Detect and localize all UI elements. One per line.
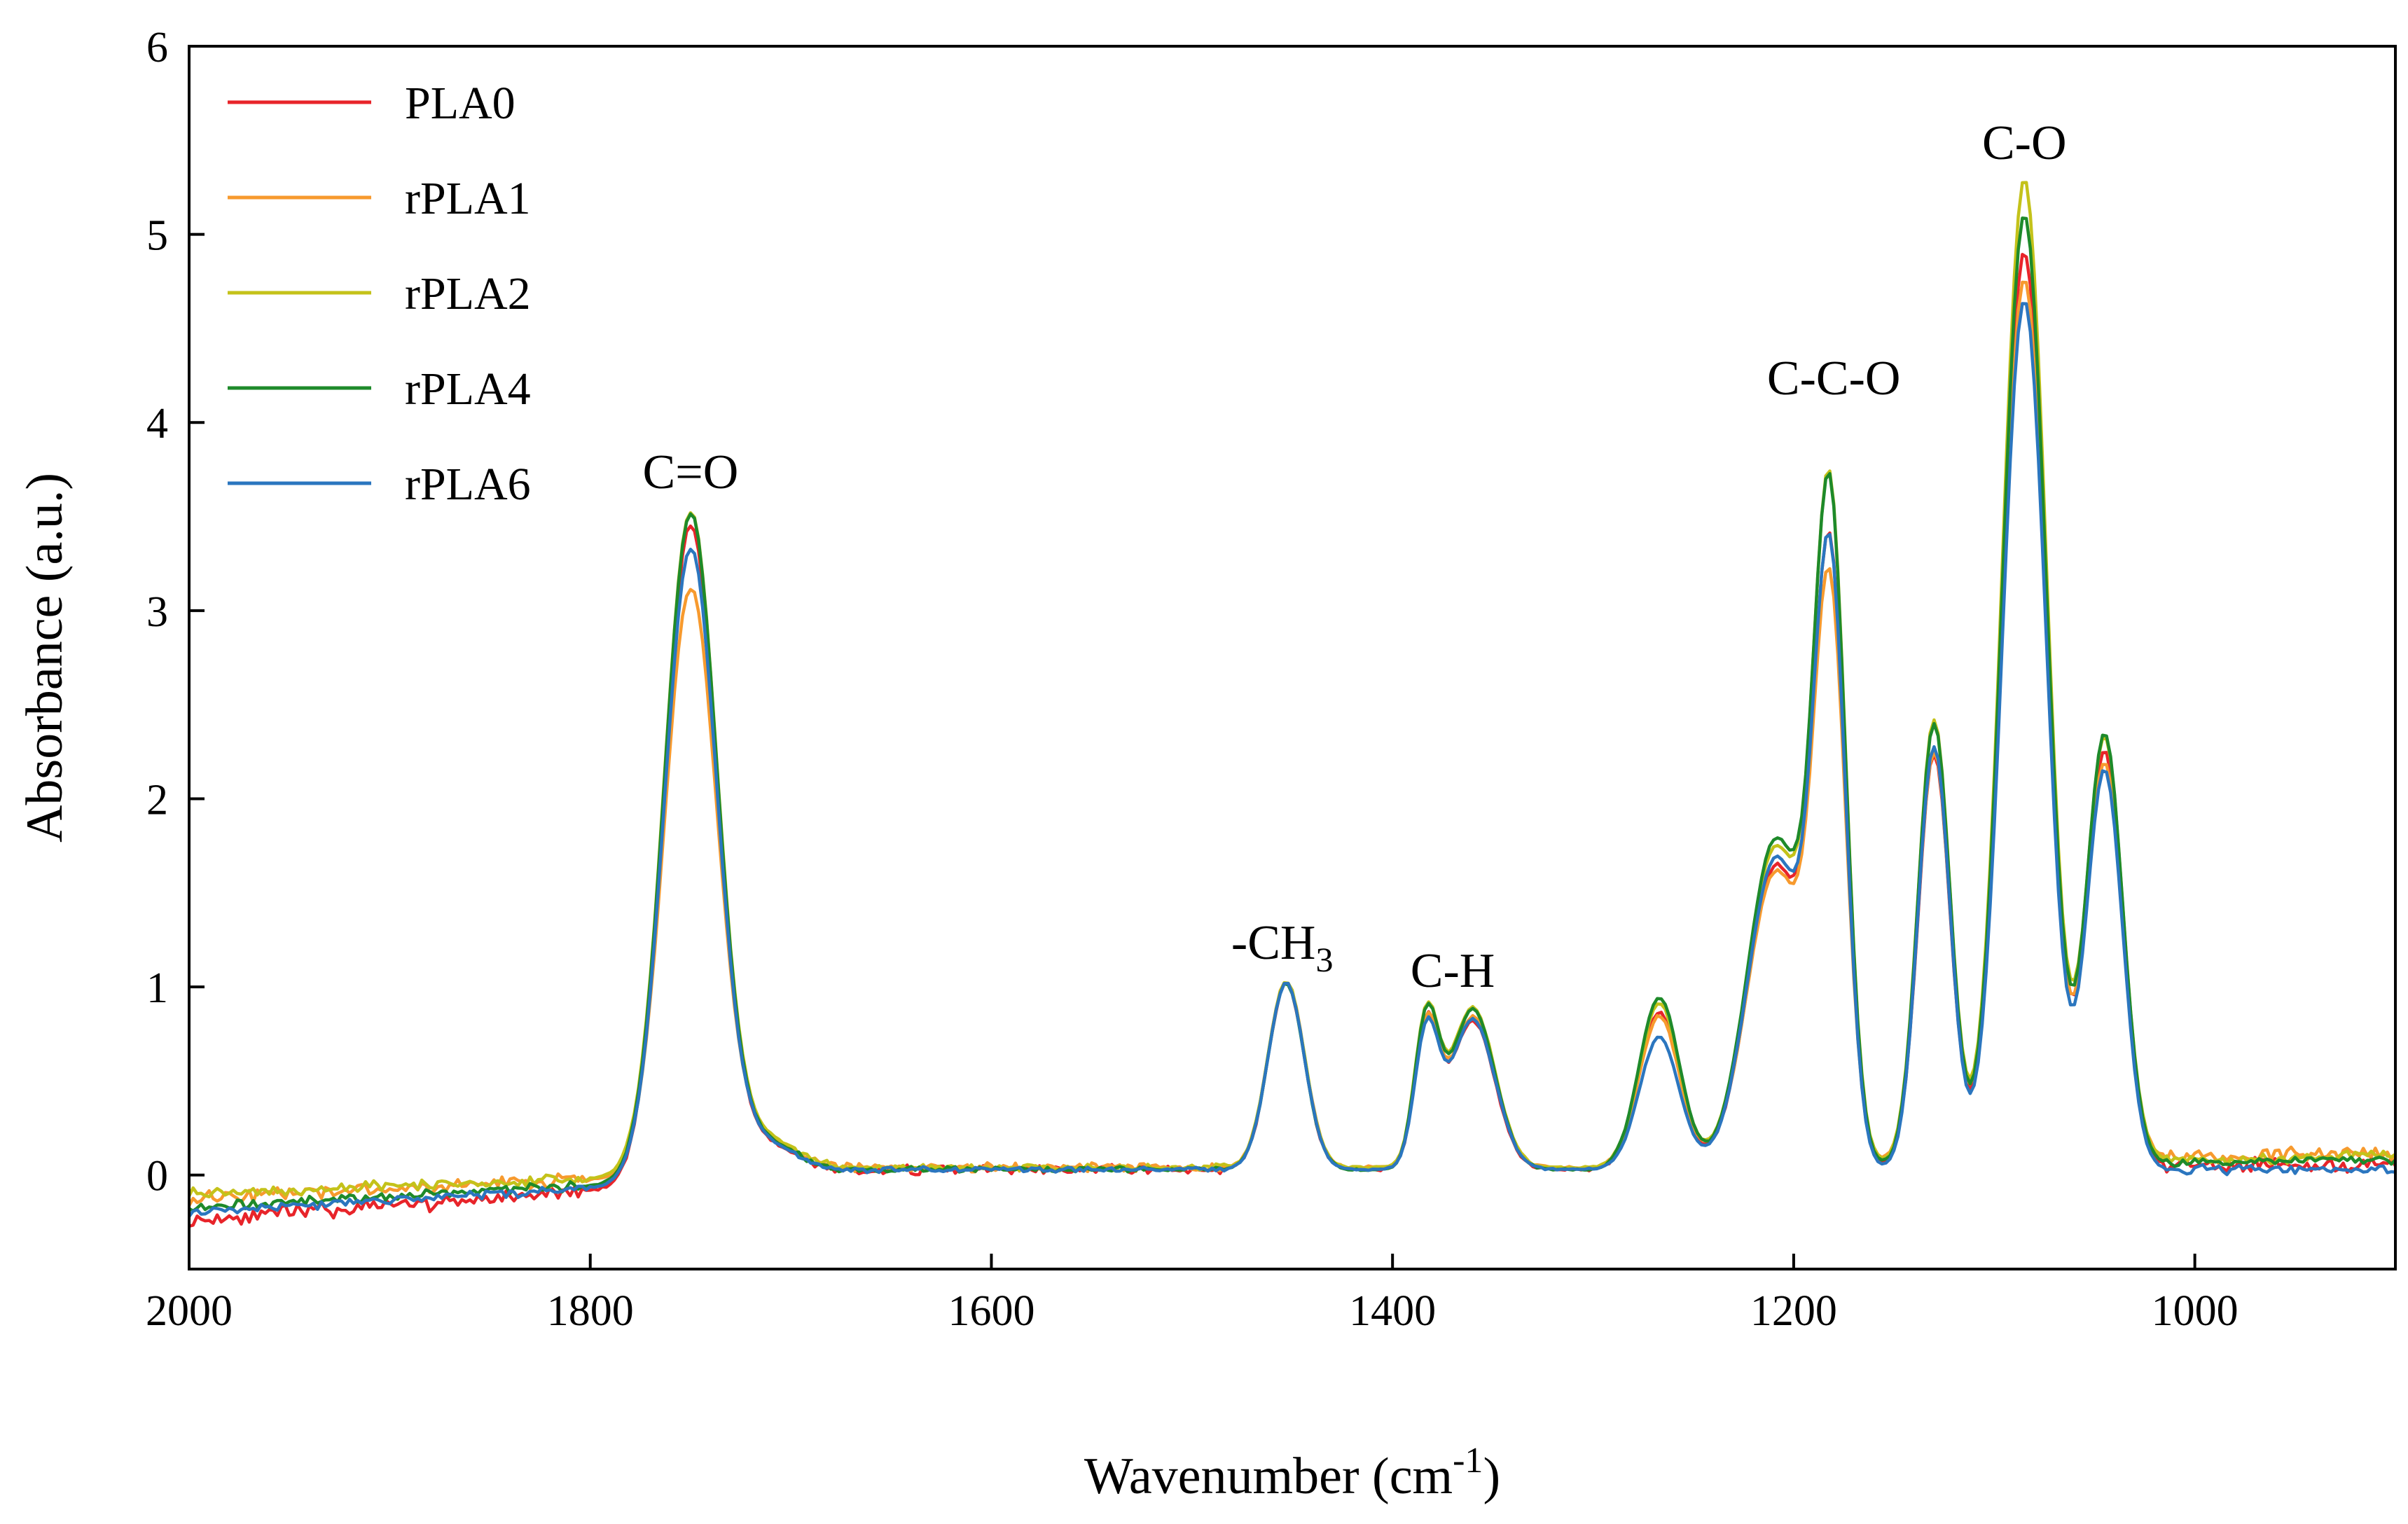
- x-tick-label: 1200: [1750, 1287, 1837, 1335]
- x-tick-label: 1800: [547, 1287, 634, 1335]
- y-tick-label: 4: [146, 400, 168, 448]
- y-tick-label: 2: [146, 776, 168, 824]
- x-axis-title-main: Wavenumber (cm: [1084, 1448, 1453, 1505]
- y-tick-label: 1: [146, 964, 168, 1012]
- y-tick-label: 6: [146, 24, 168, 71]
- peak-annotation: C-H: [1411, 944, 1495, 998]
- y-axis-title: Absorbance (a.u.): [16, 473, 74, 843]
- x-axis-title-end: ): [1483, 1448, 1500, 1505]
- series-line-rpla6: [189, 302, 2395, 1218]
- x-tick-label: 1400: [1349, 1287, 1436, 1335]
- series-layer: [189, 181, 2395, 1228]
- legend-label-rpla2: rPLA2: [405, 268, 531, 319]
- y-tick-label: 3: [146, 588, 168, 636]
- y-tick-label: 5: [146, 212, 168, 260]
- x-tick-label: 2000: [146, 1287, 233, 1335]
- legend-label-rpla1: rPLA1: [405, 173, 531, 224]
- annotation-layer: C=O -CH3 C-H C-C-O C-O: [643, 116, 2067, 998]
- legend-label-rpla4: rPLA4: [405, 363, 531, 415]
- peak-annotation: -CH3: [1231, 916, 1334, 979]
- legend: PLA0 rPLA1 rPLA2 rPLA4 rPLA6: [228, 78, 531, 510]
- peak-annotation: C=O: [643, 445, 739, 499]
- x-tick-label: 1600: [948, 1287, 1035, 1335]
- plot-frame: [188, 45, 2397, 1270]
- legend-label-pla0: PLA0: [405, 78, 515, 129]
- peak-annotation: C-C-O: [1767, 352, 1901, 406]
- legend-label-rpla6: rPLA6: [405, 459, 531, 510]
- y-tick-label: 0: [146, 1153, 168, 1200]
- x-tick-label: 1000: [2152, 1287, 2239, 1335]
- x-axis-title-superscript: -1: [1453, 1441, 1483, 1481]
- axis-layer: 2000 1800 1600 1400 1200 1000 0 1 2 3 4 5 6: [146, 24, 2239, 1335]
- x-axis-title: Wavenumber (cm-1): [1084, 1441, 1500, 1505]
- peak-annotation: C-O: [1982, 116, 2067, 170]
